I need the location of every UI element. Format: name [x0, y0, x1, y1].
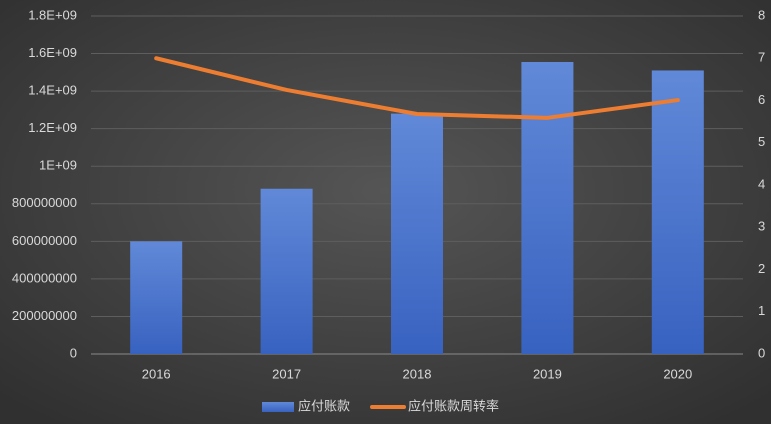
bar [391, 113, 443, 355]
y2-tick-label: 7 [758, 50, 765, 65]
y-tick-label: 1.6E+09 [28, 45, 77, 60]
y-tick-label: 1.2E+09 [28, 120, 77, 135]
legend-label: 应付账款周转率 [408, 398, 499, 413]
y-tick-label: 1.8E+09 [28, 7, 77, 22]
y2-tick-label: 1 [758, 303, 765, 318]
y-tick-label: 800000000 [12, 195, 77, 210]
legend-label: 应付账款 [298, 398, 350, 413]
x-tick-label: 2020 [663, 366, 692, 381]
y2-tick-label: 0 [758, 345, 765, 360]
y-tick-label: 200000000 [12, 308, 77, 323]
y2-tick-label: 3 [758, 219, 765, 234]
x-tick-label: 2019 [533, 366, 562, 381]
y-tick-label: 0 [70, 345, 77, 360]
x-tick-label: 2016 [142, 366, 171, 381]
line [154, 56, 680, 120]
x-tick-label: 2018 [403, 366, 432, 381]
y-tick-label: 600000000 [12, 233, 77, 248]
y2-tick-label: 6 [758, 92, 765, 107]
y2-tick-label: 2 [758, 261, 765, 276]
y-tick-label: 1E+09 [39, 158, 77, 173]
y-tick-label: 1.4E+09 [28, 83, 77, 98]
legend-swatch [262, 402, 294, 412]
y2-tick-label: 5 [758, 134, 765, 149]
bar [130, 241, 183, 354]
bar [521, 62, 574, 354]
y2-tick-label: 4 [758, 176, 765, 191]
bar [651, 70, 704, 354]
y2-tick-label: 8 [758, 7, 765, 22]
bar [260, 188, 313, 354]
x-tick-label: 2017 [272, 366, 301, 381]
y-tick-label: 400000000 [12, 270, 77, 285]
